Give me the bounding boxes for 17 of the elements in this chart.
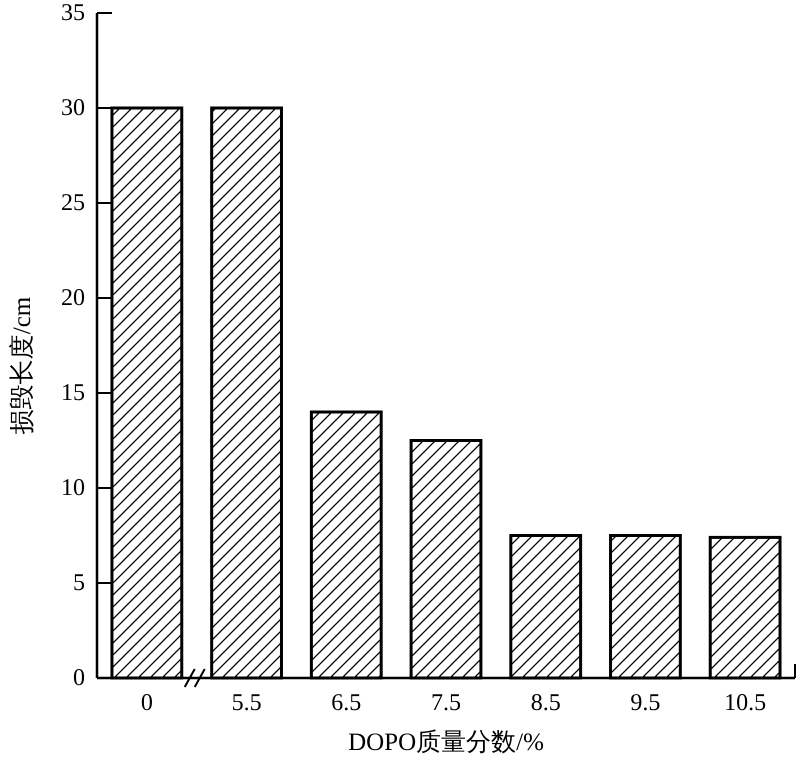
y-tick-label: 5	[73, 570, 85, 596]
x-tick-label: 8.5	[530, 690, 561, 716]
x-tick-label: 10.5	[724, 690, 766, 716]
x-tick-label: 0	[140, 690, 153, 716]
y-tick-label: 15	[61, 380, 85, 406]
y-tick-label: 25	[61, 190, 85, 216]
x-axis-title: DOPO质量分数/%	[348, 729, 544, 756]
y-tick-label: 10	[61, 475, 85, 501]
x-tick-label: 6.5	[331, 690, 362, 716]
x-tick-label: 7.5	[431, 690, 461, 716]
x-tick-label: 5.5	[232, 690, 262, 716]
y-tick-label: 0	[73, 665, 85, 691]
y-axis-title: 损毁长度/cm	[8, 296, 36, 434]
y-tick-label: 20	[61, 285, 85, 311]
y-tick-label: 35	[61, 0, 85, 26]
x-tick-label: 9.5	[630, 690, 660, 716]
y-tick-label: 30	[61, 95, 85, 121]
